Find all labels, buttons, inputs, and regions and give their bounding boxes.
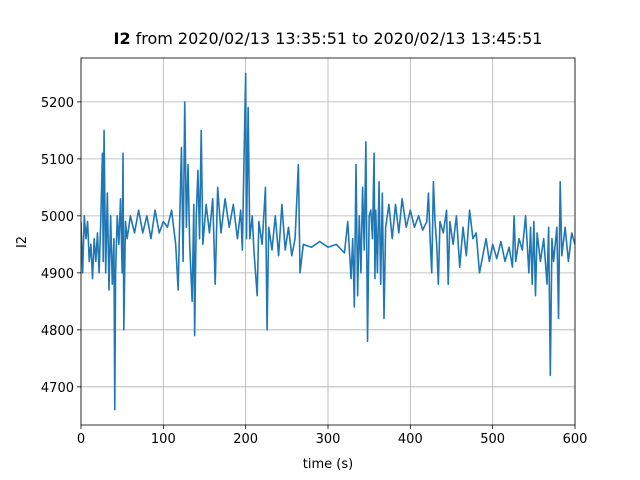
y-tick-label: 5200 xyxy=(41,96,74,111)
x-tick-label: 0 xyxy=(77,432,85,447)
y-axis-label: I2 xyxy=(15,236,30,248)
x-axis-label: time (s) xyxy=(303,457,353,472)
y-tick-label: 4800 xyxy=(41,324,74,339)
data-line xyxy=(81,72,575,411)
y-tick-label: 5000 xyxy=(41,210,74,225)
x-tick-label: 100 xyxy=(151,432,176,447)
y-tick-label: 5100 xyxy=(41,153,74,168)
chart-title: I2 from 2020/02/13 13:35:51 to 2020/02/13… xyxy=(114,29,543,48)
plot-frame xyxy=(80,57,576,426)
title-bold: I2 xyxy=(114,29,131,48)
y-tick-label: 4700 xyxy=(41,381,74,396)
x-tick-label: 600 xyxy=(563,432,588,447)
x-tick-label: 300 xyxy=(316,432,341,447)
title-text: from 2020/02/13 13:35:51 to 2020/02/13 1… xyxy=(136,29,543,48)
x-tick-label: 400 xyxy=(398,432,423,447)
y-tick-label: 4900 xyxy=(41,267,74,282)
x-tick-label: 200 xyxy=(233,432,258,447)
x-tick-label: 500 xyxy=(480,432,505,447)
